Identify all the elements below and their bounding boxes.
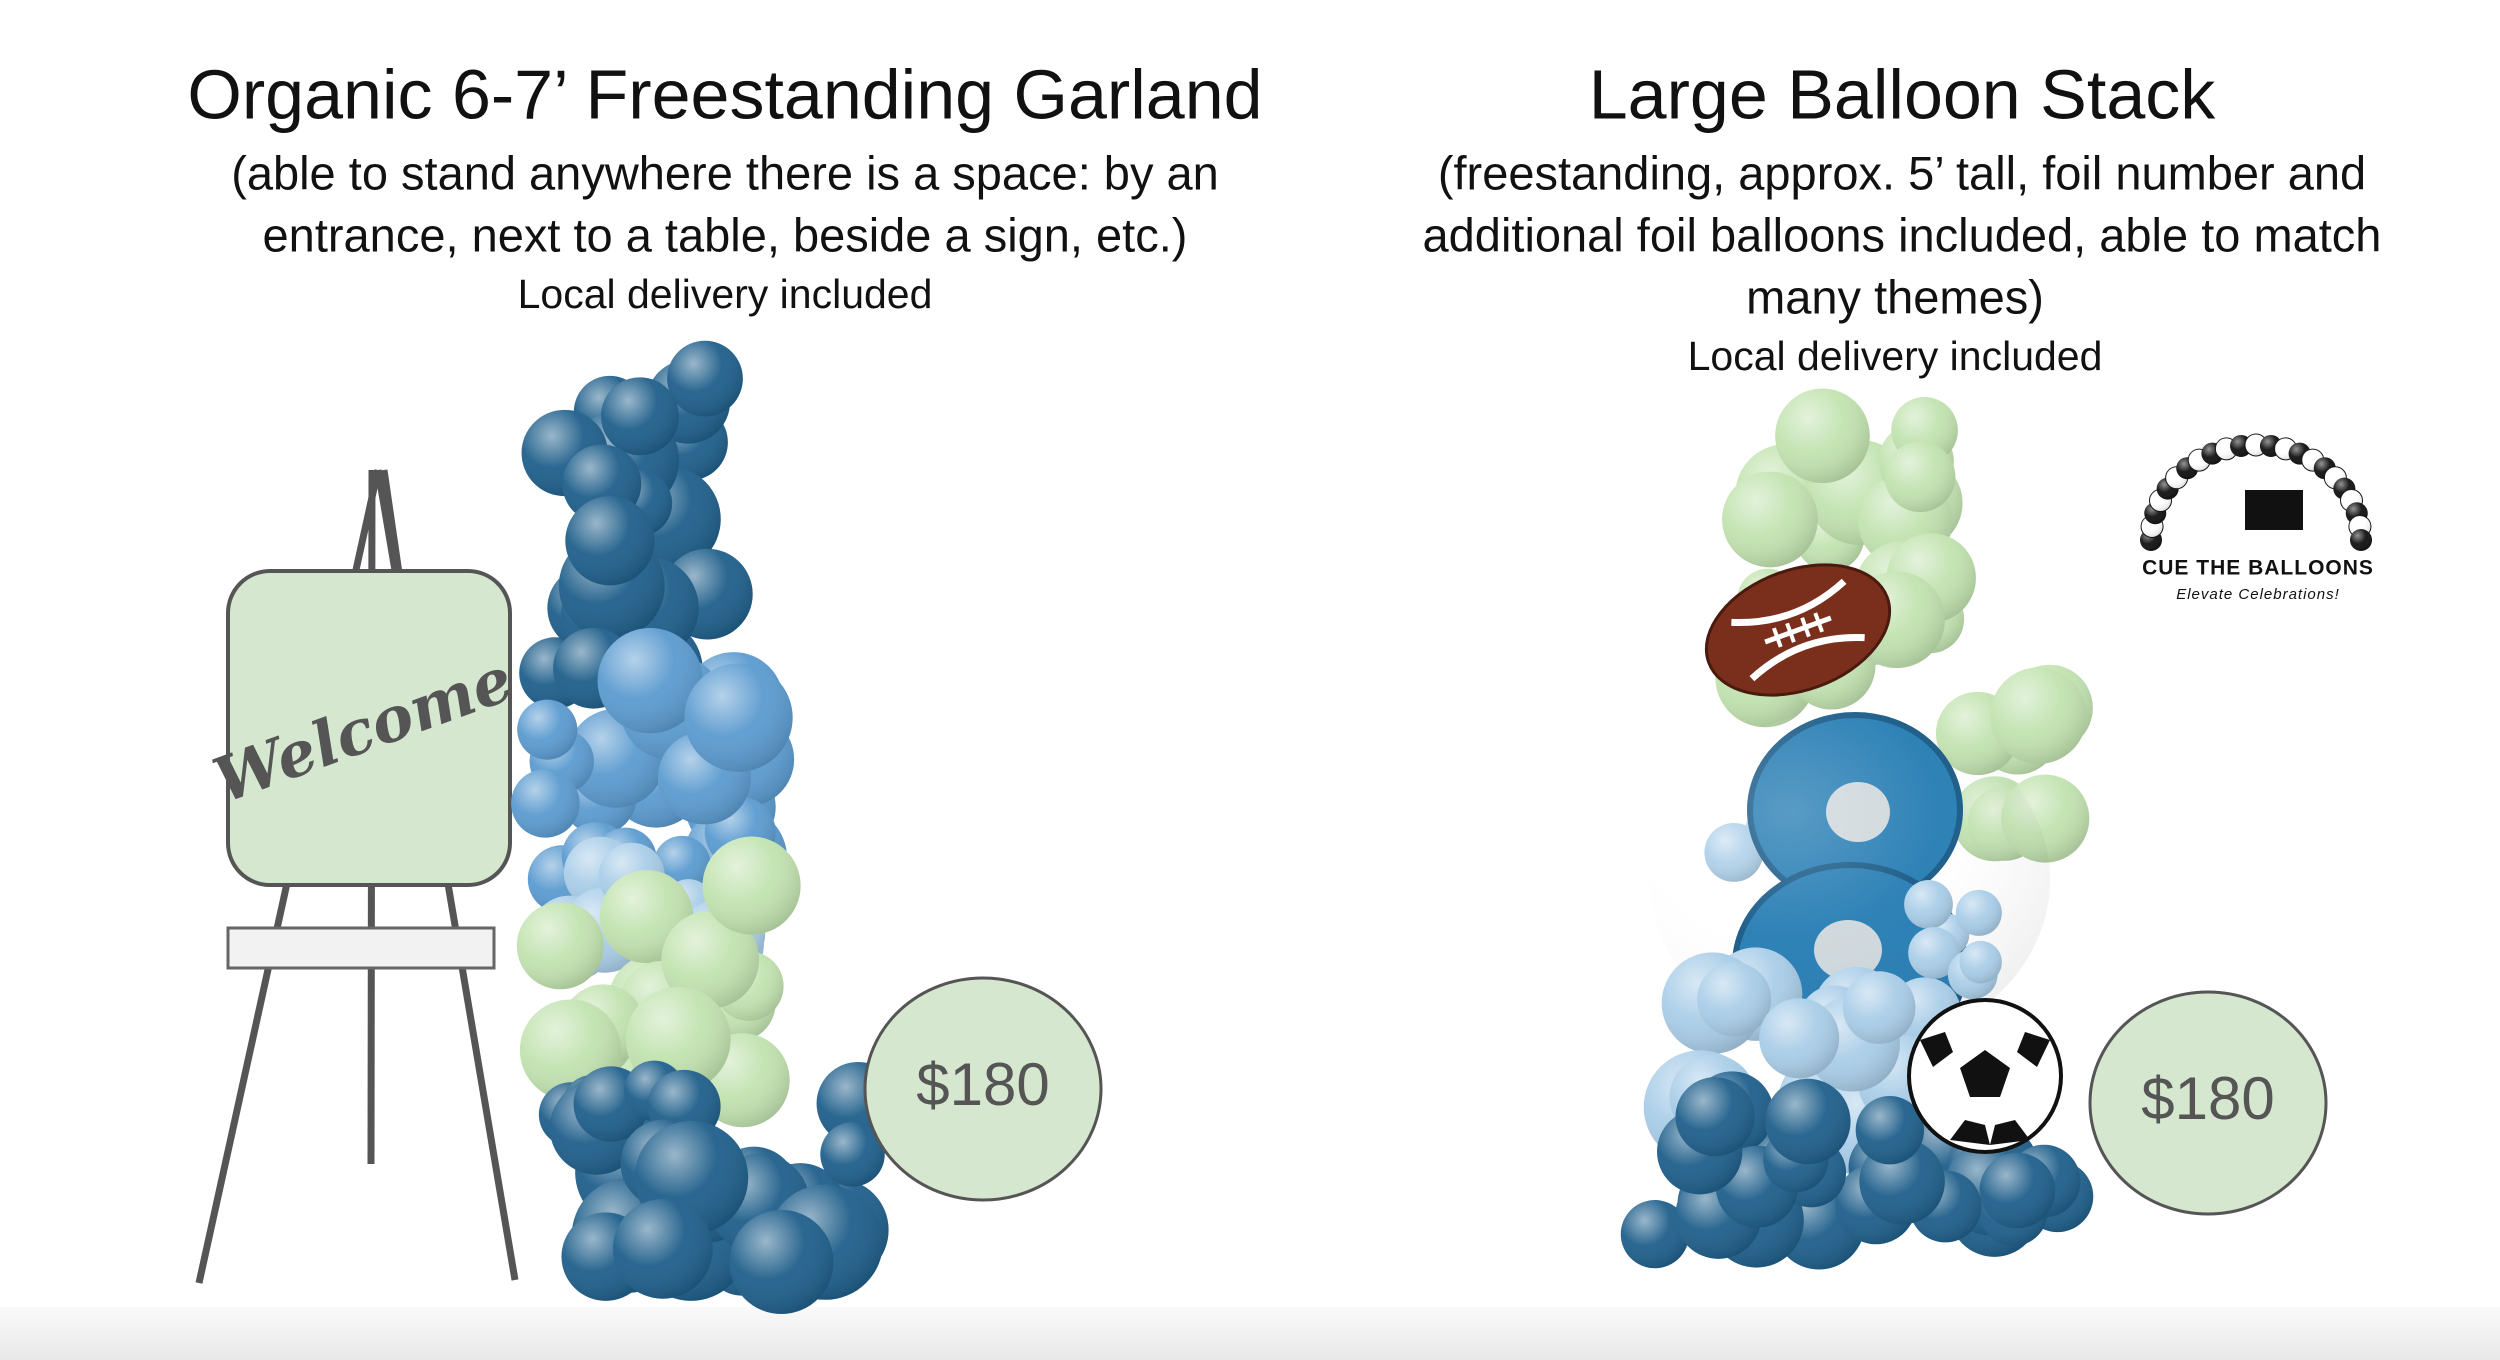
balloon [1697,962,1772,1037]
balloon [516,902,604,990]
balloon [1904,879,1953,929]
bottom-band [0,1307,2500,1360]
easel-shelf [226,926,496,970]
balloon [1955,889,2002,936]
sign-board [226,569,512,887]
left-delivery: Local delivery included [518,271,933,317]
balloon [661,910,759,1009]
balloon [820,1122,885,1187]
balloon [1675,1077,1755,1157]
balloon [517,699,578,760]
left-subtitle: (able to stand anywhere there is a space… [231,146,1219,199]
football [1704,563,1892,697]
left-price: $180 [916,1051,1049,1118]
logo-tagline: Elevate Celebrations! [2176,586,2340,603]
balloon [1959,940,2002,984]
logo-clapper [2245,490,2303,530]
balloon [667,340,743,417]
balloon [1765,1078,1851,1165]
balloon [729,1209,834,1314]
balloon [1990,667,2087,764]
right-subtitle: (freestanding, approx. 5’ tall, foil num… [1438,146,2366,199]
left-garland [511,340,900,1314]
balloon [597,627,703,734]
price-badge [2088,990,2328,1216]
logo-arc [2140,433,2372,551]
soccer-ball [1907,998,2063,1154]
balloon [1620,1200,1689,1269]
balloon [1775,388,1870,484]
right-subtitle: many themes) [1746,270,2044,323]
balloon [612,1199,713,1299]
right-subtitle: additional foil balloons included, able … [1423,208,2382,261]
balloon [1855,1096,1925,1165]
balloon [565,496,655,586]
balloon [2350,529,2372,551]
left-subtitle: entrance, next to a table, beside a sign… [263,208,1188,261]
balloon [1759,998,1840,1079]
balloon [702,836,801,935]
right-price: $180 [2141,1065,2274,1132]
logo-name: CUE THE BALLOONS [2142,557,2374,580]
balloon-stack-front [1620,879,2094,1270]
balloon [1908,927,1960,979]
right-title: Large Balloon Stack [1589,55,2217,133]
balloon [1722,471,1818,568]
price-badge [863,976,1103,1202]
right-delivery: Local delivery included [1688,333,2103,379]
balloon [1884,441,1956,513]
balloon [511,769,580,838]
balloon [600,377,679,456]
left-title: Organic 6-7’ Freestanding Garland [187,55,1262,133]
balloon [1842,971,1916,1044]
balloon [1979,1152,2056,1229]
balloon [684,663,793,772]
